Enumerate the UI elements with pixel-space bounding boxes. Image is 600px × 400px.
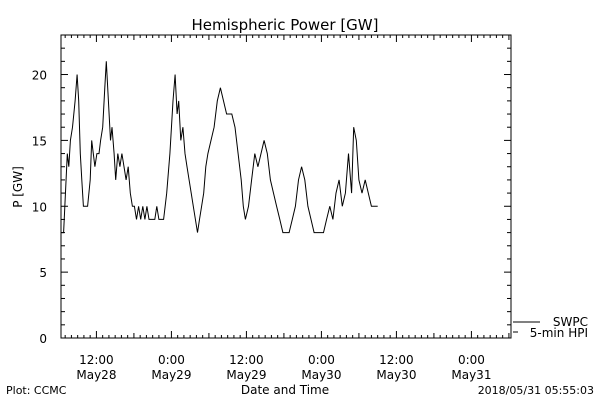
x-axis-label: Date and Time — [241, 383, 329, 397]
y-tick-label: 15 — [32, 134, 47, 148]
x-tick-label-date: May31 — [451, 368, 491, 382]
x-tick-label-time: 0:00 — [458, 353, 485, 367]
x-tick-label-date: May28 — [76, 368, 116, 382]
x-tick-label-date: May29 — [151, 368, 191, 382]
x-tick-label-time: 12:00 — [229, 353, 264, 367]
x-tick-label-date: May30 — [301, 368, 341, 382]
x-tick-label-time: 12:00 — [79, 353, 114, 367]
x-tick-label-date: May30 — [376, 368, 416, 382]
footer-timestamp: 2018/05/31 05:55:03 — [478, 384, 594, 397]
legend-label-hpi: 5-min HPI — [530, 326, 588, 340]
x-tick-label-time: 12:00 — [379, 353, 414, 367]
plot-frame — [60, 34, 512, 339]
y-tick-label: 20 — [32, 69, 47, 83]
x-axis: 12:00May280:00May2912:00May290:00May3012… — [64, 35, 510, 382]
y-axis-label: P [GW] — [11, 166, 25, 208]
legend: SWPC 5-min HPI — [513, 315, 588, 340]
y-tick-label: 10 — [32, 200, 47, 214]
chart-title: Hemispheric Power [GW] — [192, 16, 379, 34]
series-lines — [61, 61, 378, 234]
x-tick-label-time: 0:00 — [158, 353, 185, 367]
y-tick-label: 5 — [39, 266, 47, 280]
y-axis: 0 5 10 15 20 — [32, 34, 511, 346]
x-tick-label-date: May29 — [226, 368, 266, 382]
y-tick-label: 0 — [39, 332, 47, 346]
series-line-swpc — [61, 61, 378, 234]
legend-label-swpc: SWPC — [553, 315, 588, 329]
footer-credit: Plot: CCMC — [6, 384, 67, 397]
x-tick-label-time: 0:00 — [308, 353, 335, 367]
